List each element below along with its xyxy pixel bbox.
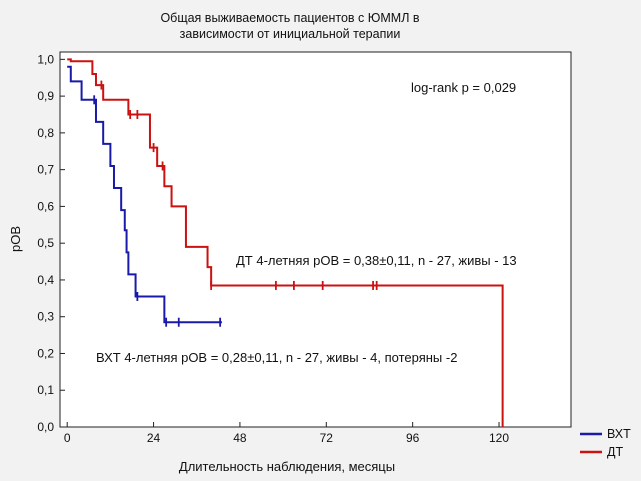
series-layer (67, 58, 504, 427)
legend-label-vxt: ВХТ (607, 427, 631, 441)
y-tick-label: 0,5 (37, 236, 54, 250)
series-line-dt (67, 58, 504, 427)
y-tick-label: 0,7 (37, 163, 54, 177)
y-tick-label: 0,0 (37, 420, 54, 434)
x-tick-label: 72 (320, 431, 334, 445)
plot-area (59, 51, 572, 428)
y-axis: 0,0 0,1 0,2 0,3 0,4 0,5 0,6 0,7 0,8 0,9 1,0 (37, 52, 65, 434)
x-tick-label: 48 (233, 431, 247, 445)
y-tick-label: 0,6 (37, 199, 54, 213)
x-axis: 0 24 48 72 96 120 (64, 422, 509, 445)
legend: ВХТ ДТ (580, 427, 631, 459)
y-tick-label: 0,1 (37, 383, 54, 397)
y-tick-label: 0,8 (37, 126, 54, 140)
y-tick-label: 0,4 (37, 273, 54, 287)
x-tick-label: 96 (406, 431, 420, 445)
x-tick-label: 0 (64, 431, 71, 445)
chart-title-line-2: зависимости от инициальной терапии (180, 27, 401, 41)
series-line-vxt (67, 65, 222, 324)
x-axis-title: Длительность наблюдения, месяцы (179, 459, 395, 474)
y-tick-label: 0,2 (37, 346, 54, 360)
logrank-annotation: log-rank p = 0,029 (411, 80, 516, 95)
chart-title-line-1: Общая выживаемость пациентов с ЮММЛ в (160, 11, 419, 25)
dt-annotation: ДТ 4-летняя pOB = 0,38±0,11, n - 27, жив… (236, 253, 517, 268)
y-tick-label: 0,9 (37, 89, 54, 103)
y-tick-label: 1,0 (37, 52, 54, 66)
vxt-annotation: ВХТ 4-летняя pOB = 0,28±0,11, n - 27, жи… (96, 350, 457, 365)
y-axis-title: pOB (8, 226, 23, 252)
x-tick-label: 24 (147, 431, 161, 445)
x-tick-label: 120 (489, 431, 509, 445)
legend-label-dt: ДТ (607, 445, 623, 459)
y-tick-label: 0,3 (37, 310, 54, 324)
